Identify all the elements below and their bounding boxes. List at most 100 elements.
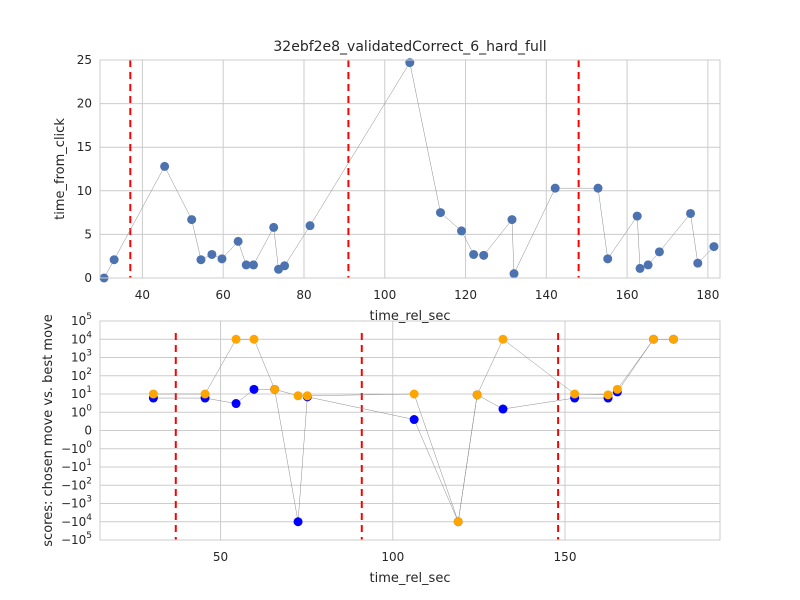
y-tick-label: 20: [77, 97, 92, 111]
y-tick-label: 102: [71, 367, 92, 383]
y-tick-label: 5: [84, 227, 92, 241]
top-gridlines: [100, 59, 720, 279]
top-x-axis-label: time_rel_sec: [370, 309, 451, 324]
data-point: [207, 249, 217, 259]
orange-data-point: [498, 334, 508, 344]
data-point: [469, 249, 479, 259]
orange-data-point: [669, 334, 678, 344]
data-point: [686, 208, 696, 218]
data-point: [160, 161, 170, 171]
data-point: [248, 260, 258, 270]
bottom-y-tick-labels: 105 104 103 102 101 100 0 −100 −101 −102 −103 −104 −…: [61, 312, 92, 547]
orange-data-point: [603, 390, 613, 400]
blue-data-point: [249, 384, 259, 394]
data-point: [269, 222, 279, 232]
data-point: [405, 58, 415, 68]
top-connecting-line: [103, 61, 715, 279]
data-point: [507, 215, 517, 225]
bottom-x-tick-labels: 50 100 150: [213, 550, 577, 564]
top-y-tick-labels: 0 5 10 15 20 25: [77, 53, 92, 285]
data-point: [709, 242, 719, 252]
data-point: [593, 183, 603, 193]
top-data-points: [99, 58, 719, 283]
data-point: [217, 254, 227, 264]
data-point: [456, 226, 466, 236]
x-tick-label: 160: [616, 288, 639, 302]
orange-data-point: [453, 517, 463, 527]
orange-data-point: [302, 391, 312, 401]
x-tick-label: 100: [373, 288, 396, 302]
x-tick-label: 40: [135, 288, 150, 302]
orange-data-point: [570, 389, 580, 399]
data-point: [509, 269, 519, 279]
data-point: [693, 258, 703, 268]
top-x-tick-labels: 40 60 80 100 120 140 160 180: [135, 288, 720, 302]
orange-data-point: [293, 391, 303, 401]
data-point: [233, 236, 243, 246]
top-y-axis-label: time_from_click: [53, 118, 68, 220]
data-point: [435, 208, 445, 218]
data-point: [196, 255, 206, 265]
y-tick-label: 105: [71, 312, 92, 328]
x-tick-label: 60: [216, 288, 231, 302]
data-point: [280, 261, 290, 271]
y-tick-label: −103: [61, 495, 92, 511]
data-point: [550, 183, 560, 193]
top-axes-frame: [99, 59, 721, 279]
blue-data-point: [498, 404, 508, 414]
bottom-red-dashed-lines: [174, 333, 560, 540]
bottom-x-axis-label: time_rel_sec: [370, 571, 451, 586]
bottom-gridlines: [100, 320, 720, 541]
y-tick-label: 101: [71, 385, 92, 401]
data-point: [603, 254, 613, 264]
orange-data-point: [249, 334, 259, 344]
bottom-y-axis-label: scores: chosen move vs. best move: [41, 314, 56, 546]
x-tick-label: 80: [296, 288, 311, 302]
x-tick-label: 180: [696, 288, 719, 302]
blue-data-point: [293, 517, 303, 527]
data-point: [654, 247, 664, 257]
y-tick-label: 100: [71, 403, 92, 419]
orange-data-point: [148, 389, 158, 399]
blue-data-point: [409, 415, 419, 425]
data-point: [632, 211, 642, 221]
orange-data-point: [409, 389, 419, 399]
data-point: [479, 250, 489, 260]
orange-data-point: [231, 334, 241, 344]
x-tick-label: 140: [535, 288, 558, 302]
y-tick-label: 104: [71, 330, 92, 346]
y-tick-label: 0: [84, 271, 92, 285]
y-tick-label: −100: [61, 440, 92, 456]
data-point: [305, 221, 315, 231]
data-point: [643, 260, 653, 270]
blue-data-point: [231, 399, 241, 409]
orange-data-point: [270, 384, 280, 394]
series-connecting-line: [153, 338, 674, 522]
y-tick-label: 0: [84, 424, 92, 438]
bottom-connecting-lines: [153, 338, 674, 523]
y-tick-label: −104: [61, 513, 92, 529]
orange-data-point: [649, 334, 659, 344]
y-tick-label: 103: [71, 349, 92, 365]
y-tick-label: 15: [77, 140, 92, 154]
y-tick-label: 10: [77, 184, 92, 198]
bottom-panel: 50 100 150 105 104 103 102 101 100 0 −100 −101 −102…: [41, 312, 721, 586]
x-tick-label: 150: [554, 550, 577, 564]
data-point: [109, 255, 119, 265]
data-point: [187, 215, 197, 225]
x-tick-label: 50: [213, 550, 228, 564]
orange-data-point: [200, 389, 210, 399]
orange-data-point: [612, 384, 622, 394]
y-tick-label: −101: [61, 458, 92, 474]
orange-data-point: [472, 390, 482, 400]
x-tick-label: 100: [381, 550, 404, 564]
data-point: [635, 263, 645, 273]
chart-title: 32ebf2e8_validatedCorrect_6_hard_full: [273, 39, 546, 55]
y-tick-label: 25: [77, 53, 92, 67]
y-tick-label: −102: [61, 476, 92, 492]
data-point: [241, 260, 251, 270]
bottom-axes-frame: [99, 320, 721, 541]
x-tick-label: 120: [454, 288, 477, 302]
y-tick-label: −105: [61, 531, 92, 547]
